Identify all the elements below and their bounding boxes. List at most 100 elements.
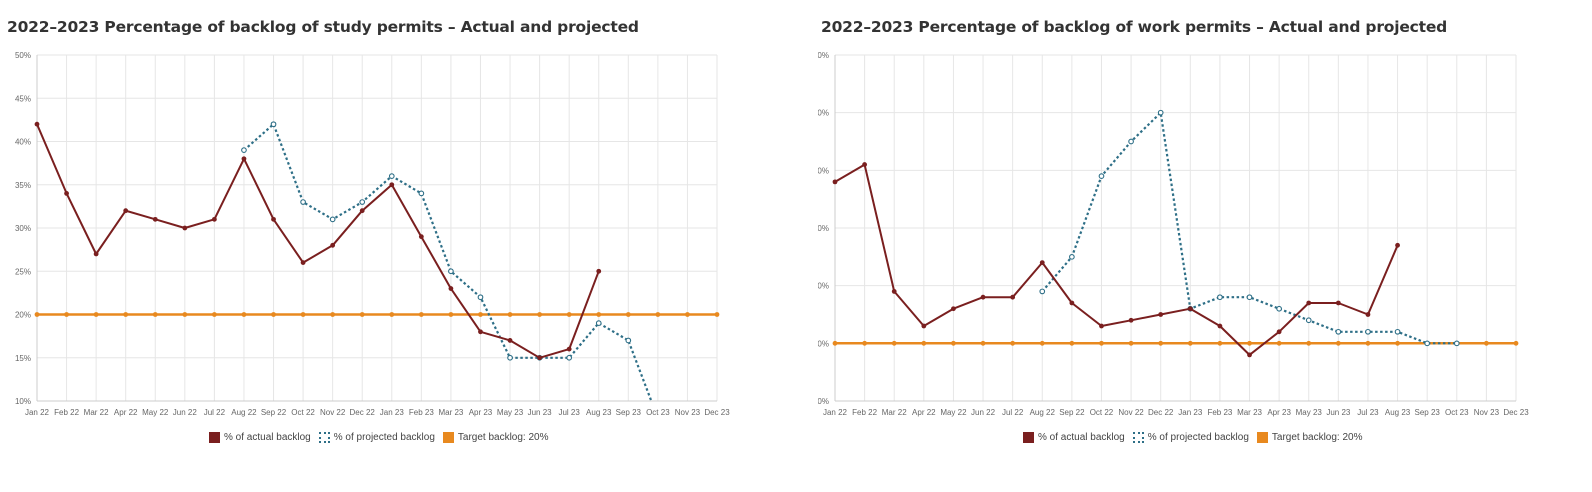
data-point-actual [359, 208, 365, 214]
x-tick-label: Feb 22 [54, 408, 79, 417]
data-point-projected [418, 190, 425, 197]
x-tick-label: Oct 22 [291, 408, 315, 417]
data-point-actual [1217, 323, 1223, 329]
legend-swatch-actual [1023, 432, 1034, 443]
data-point-projected [1069, 253, 1075, 260]
x-tick-label: Feb 23 [409, 408, 434, 417]
x-tick-label: Oct 23 [646, 408, 670, 417]
y-tick-label: 60% [818, 109, 829, 118]
legend-item-actual[interactable]: % of actual backlog [209, 432, 311, 443]
series-projected [1039, 109, 1460, 347]
data-point-actual [64, 191, 69, 196]
x-tick-label: Jun 23 [528, 408, 553, 417]
legend-item-target[interactable]: Target backlog: 20% [1256, 432, 1363, 443]
data-point-projected [270, 121, 277, 128]
data-point-target [1335, 340, 1341, 346]
legend-item-actual[interactable]: % of actual backlog [1023, 432, 1125, 443]
data-point-projected [566, 354, 573, 361]
data-point-target [1306, 340, 1312, 346]
legend-item-target[interactable]: Target backlog: 20% [442, 432, 549, 443]
x-tick-label: Sep 23 [616, 408, 642, 417]
data-point-actual [1365, 312, 1371, 317]
data-point-projected [507, 354, 513, 361]
data-point-actual [596, 268, 602, 274]
data-point-actual [93, 251, 99, 257]
data-point-target [271, 312, 276, 317]
x-tick-label: May 23 [497, 408, 524, 417]
data-point-actual [566, 346, 572, 352]
data-point-target [537, 312, 543, 317]
data-point-actual [1335, 300, 1341, 306]
data-point-projected [1217, 294, 1223, 301]
y-tick-label: 20% [15, 311, 31, 320]
x-tick-label: Nov 22 [1118, 408, 1144, 417]
x-tick-label: Feb 22 [852, 408, 877, 417]
data-point-actual [389, 182, 395, 188]
data-point-actual [862, 162, 868, 167]
x-tick-label: Apr 22 [912, 408, 936, 417]
data-point-target [478, 312, 483, 317]
y-tick-label: 35% [15, 181, 31, 190]
y-tick-label: 10% [15, 397, 31, 406]
data-point-actual [123, 208, 129, 214]
x-tick-label: Jul 23 [558, 408, 580, 417]
x-tick-label: Jan 22 [25, 408, 50, 417]
data-point-actual [478, 329, 483, 335]
y-tick-label: 25% [15, 267, 31, 276]
legend-swatch-target [442, 432, 454, 443]
legend-label-target: Target backlog: 20% [1271, 432, 1363, 443]
x-tick-label: Jan 22 [823, 408, 848, 417]
data-point-actual [980, 294, 986, 300]
x-tick-label: Sep 22 [261, 408, 287, 417]
y-tick-label: 50% [818, 166, 829, 175]
data-point-projected [1365, 328, 1371, 335]
data-point-projected [1276, 305, 1282, 312]
data-point-projected [388, 173, 395, 179]
data-point-target [714, 312, 720, 317]
chart-legend: % of actual backlog % of projected backl… [209, 432, 549, 443]
data-point-target [1010, 340, 1016, 346]
data-point-projected [241, 147, 247, 153]
x-tick-label: Nov 23 [1474, 408, 1500, 417]
data-point-target [921, 340, 927, 346]
data-point-actual [241, 156, 247, 162]
data-point-projected [448, 268, 454, 275]
data-point-actual [1128, 317, 1134, 323]
legend-label-projected: % of projected backlog [1147, 432, 1249, 443]
x-tick-label: Apr 23 [469, 408, 493, 417]
series-actual [34, 121, 602, 361]
data-point-projected [359, 199, 366, 205]
x-tick-label: Aug 22 [1030, 408, 1056, 417]
legend-item-projected[interactable]: % of projected backlog [1132, 432, 1249, 443]
data-point-actual [951, 306, 956, 312]
y-tick-label: 50% [15, 51, 31, 60]
data-point-actual [1187, 306, 1193, 312]
study-permits-chart: 2022–2023 Percentage of backlog of study… [0, 0, 770, 460]
data-point-projected [1098, 173, 1105, 179]
x-tick-label: Jan 23 [380, 408, 405, 417]
data-point-target [1247, 340, 1252, 346]
legend-item-projected[interactable]: % of projected backlog [318, 432, 435, 443]
data-point-actual [330, 242, 336, 248]
legend-label-actual: % of actual backlog [1038, 432, 1125, 443]
data-point-target [1039, 340, 1045, 346]
data-point-projected [625, 337, 632, 344]
study-permits-plot: 10% 15% 20% 25% 30% 35% 40% 45% 50% Jan 22 Feb 22 M… [15, 51, 730, 417]
data-point-target [1158, 340, 1164, 346]
x-tick-label: Mar 23 [1237, 408, 1262, 417]
legend-swatch-projected [1132, 432, 1144, 443]
x-tick-label: May 22 [142, 408, 169, 417]
series-target [832, 340, 1519, 346]
work-permits-plot: 10% 20% 30% 40% 50% 60% 70% Jan 22 Feb 22 Mar 22 A… [818, 51, 1529, 417]
x-tick-label: Apr 23 [1267, 408, 1291, 417]
legend-label-target: Target backlog: 20% [457, 432, 549, 443]
data-point-actual [300, 260, 306, 265]
data-point-target [389, 312, 395, 317]
data-point-projected [1453, 340, 1460, 347]
x-tick-label: Aug 23 [1385, 408, 1411, 417]
y-tick-label: 15% [15, 354, 31, 363]
x-tick-label: Jun 23 [1326, 408, 1351, 417]
data-point-projected [1424, 340, 1431, 347]
x-tick-label: Nov 23 [675, 408, 701, 417]
x-tick-label: Jun 22 [173, 408, 198, 417]
